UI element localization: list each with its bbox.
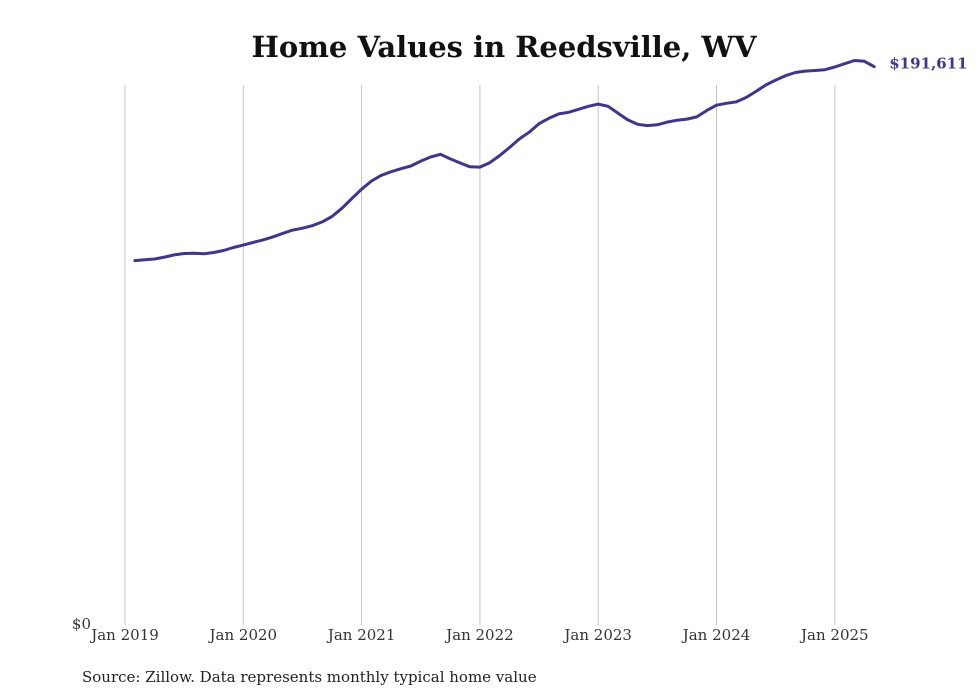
y-axis-tick-labels: $0 [72, 615, 91, 633]
source-note: Source: Zillow. Data represents monthly … [82, 668, 537, 686]
y-tick-label: $0 [72, 615, 91, 633]
x-tick-label: Jan 2025 [799, 626, 869, 644]
gridlines [124, 85, 836, 625]
series-line [133, 59, 876, 263]
x-tick-label: Jan 2023 [562, 626, 632, 644]
x-tick-label: Jan 2024 [681, 626, 751, 644]
chart-title: Home Values in Reedsville, WV [251, 30, 757, 64]
end-value-label: $191,611 [889, 55, 967, 73]
x-tick-label: Jan 2020 [208, 626, 278, 644]
x-axis-tick-labels: Jan 2019 Jan 2020 Jan 2021 Jan 2022 Jan 2023… [89, 626, 868, 644]
data-labels: $191,611 [889, 55, 967, 73]
x-tick-label: Jan 2019 [89, 626, 159, 644]
x-tick-label: Jan 2021 [326, 626, 396, 644]
series-group [133, 59, 876, 263]
x-tick-label: Jan 2022 [444, 626, 514, 644]
